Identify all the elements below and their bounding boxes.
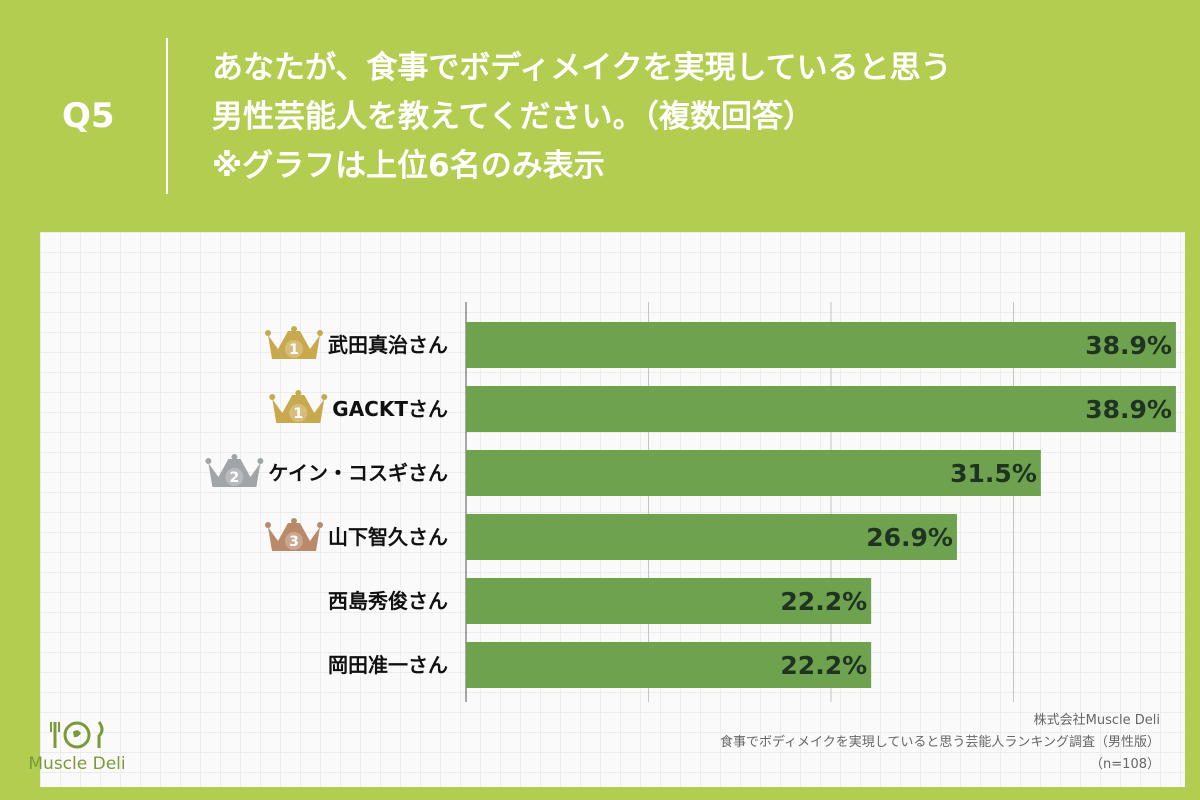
rank-badge	[285, 340, 303, 358]
crown-icon-jewel	[257, 458, 264, 464]
bar	[466, 642, 872, 688]
data-label: 38.9%	[1085, 331, 1172, 360]
crown-icon-jewel	[295, 390, 302, 396]
rank-badge	[285, 532, 303, 550]
bar-chart: 38.9% 武田真治さん 1 38.9% GACKTさん 1 31.5% ケイン・コスギさん 2…	[205, 302, 1176, 702]
chart-title: あなたが、食事でボディメイクを実現していると思う 男性芸能人を教えてください。（…	[212, 44, 952, 191]
crown-icon-jewel	[269, 394, 276, 400]
rank-badge	[225, 468, 244, 486]
title-line-1: あなたが、食事でボディメイクを実現していると思う	[212, 50, 952, 86]
category-label: 岡田准一さん	[328, 653, 448, 677]
crown-icon	[268, 331, 320, 359]
category-label: 山下智久さん	[328, 525, 448, 549]
rank-number: 2	[230, 470, 240, 486]
source-line-survey: 食事でボディメイクを実現していると思う芸能人ランキング調査（男性版）	[719, 735, 1160, 750]
rank-number: 1	[293, 406, 303, 422]
crown-icon-jewel	[265, 522, 271, 528]
category-label: 武田真治さん	[328, 333, 448, 357]
data-label: 31.5%	[950, 459, 1037, 488]
category-label: ケイン・コスギさん	[268, 461, 448, 485]
category-label: GACKTさん	[332, 397, 448, 421]
logo-text: Muscle Deli	[28, 754, 126, 774]
bar	[466, 322, 1176, 368]
bar	[466, 578, 872, 624]
category-label: 西島秀俊さん	[328, 589, 448, 613]
bar	[466, 386, 1176, 432]
rank-badge	[289, 404, 308, 422]
source-line-sample: （n=108）	[1090, 757, 1160, 772]
header-divider	[166, 38, 168, 194]
bar	[466, 514, 957, 560]
crown-icon-jewel	[231, 454, 238, 460]
bar	[466, 450, 1041, 496]
crown-icon-jewel	[265, 330, 271, 336]
brand-logo: Muscle Deli	[22, 718, 132, 774]
rank-number: 3	[289, 534, 299, 550]
fork-plate-knife-icon	[50, 721, 104, 749]
chart-panel: 38.9% 武田真治さん 1 38.9% GACKTさん 1 31.5% ケイン・コスギさん 2…	[40, 232, 1185, 787]
crown-icon-jewel	[291, 326, 297, 332]
source-note: 株式会社Muscle Deli 食事でボディメイクを実現していると思う芸能人ラン…	[720, 710, 1160, 776]
title-line-2: 男性芸能人を教えてください。（複数回答）	[212, 99, 815, 135]
rank-number: 1	[289, 342, 299, 358]
crown-icon	[208, 459, 261, 487]
data-label: 22.2%	[780, 651, 867, 680]
crown-icon	[272, 395, 325, 423]
crown-icon-jewel	[291, 518, 297, 524]
question-number: Q5	[62, 96, 115, 136]
data-label: 22.2%	[780, 587, 867, 616]
crown-icon-jewel	[205, 458, 212, 464]
crown-icon-jewel	[321, 394, 328, 400]
crown-icon-jewel	[317, 522, 323, 528]
crown-icon	[268, 523, 320, 551]
data-label: 38.9%	[1085, 395, 1172, 424]
crown-icon-jewel	[317, 330, 323, 336]
data-label: 26.9%	[866, 523, 953, 552]
source-line-company: 株式会社Muscle Deli	[1033, 713, 1160, 728]
title-line-3: ※グラフは上位6名のみ表示	[212, 148, 605, 184]
